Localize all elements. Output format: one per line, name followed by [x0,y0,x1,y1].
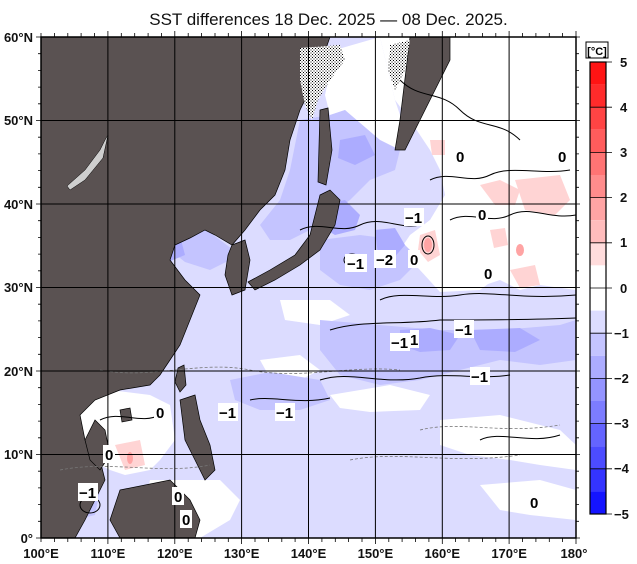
svg-text:5: 5 [620,55,627,70]
contour-label: −1 [78,483,98,502]
dashed-contours [59,366,561,471]
svg-text:−1: −1 [79,485,96,502]
svg-text:−1: −1 [455,322,472,339]
contour-labels: 0 0 −1 0 −1 −2 0 0 −1 −1 1 −1 0 −1 −1 0 … [78,148,566,529]
svg-text:120°E: 120°E [157,546,193,561]
sea-ice [300,40,410,120]
svg-text:0: 0 [156,405,164,422]
svg-text:1: 1 [410,332,418,349]
svg-text:20°N: 20°N [4,364,33,379]
svg-text:170°E: 170°E [491,546,527,561]
minor-ticks [36,31,580,544]
contours [79,79,576,514]
svg-text:0: 0 [182,512,190,529]
svg-text:30°N: 30°N [4,280,33,295]
svg-text:180°: 180° [561,546,588,561]
svg-text:−5: −5 [614,507,629,522]
colorbar-ticks: 5 4 3 2 1 0 −1 −2 −3 −4 −5 [614,55,630,522]
svg-text:−1: −1 [276,405,293,422]
svg-text:150°E: 150°E [358,546,394,561]
colorbar-bins [590,62,606,514]
svg-text:50°N: 50°N [4,113,33,128]
svg-text:0: 0 [530,495,538,512]
svg-text:160°E: 160°E [425,546,461,561]
svg-text:0: 0 [620,281,627,296]
contour-label: −1 [404,208,424,227]
svg-text:−2: −2 [376,252,393,269]
svg-text:[°C]: [°C] [587,46,607,58]
svg-text:−1: −1 [471,369,488,386]
svg-text:−2: −2 [614,371,629,386]
contour-label: −2 [374,250,396,269]
svg-text:40°N: 40°N [4,197,33,212]
svg-text:0: 0 [174,489,182,506]
contour-label: −1 [345,254,367,273]
svg-text:100°E: 100°E [23,546,59,561]
svg-text:−1: −1 [405,210,422,227]
contour-label: 0 [103,445,115,464]
contour-label: −1 [275,403,295,422]
svg-text:−1: −1 [347,256,364,273]
contour-label: −1 [470,367,490,386]
map-field [41,37,576,538]
positive-regions [115,140,570,470]
chart-title: SST differences 18 Dec. 2025 — 08 Dec. 2… [149,10,508,29]
svg-text:0°: 0° [21,531,33,546]
svg-text:0: 0 [105,447,113,464]
svg-text:0: 0 [410,252,418,269]
svg-text:0: 0 [558,149,566,166]
svg-text:0: 0 [478,207,486,224]
contour-label: 1 [410,330,419,349]
svg-text:−1: −1 [391,335,408,352]
contour-label: 0 [556,148,566,166]
colorbar: [°C] [585,41,630,522]
svg-text:130°E: 130°E [224,546,260,561]
svg-text:4: 4 [620,100,628,115]
svg-text:10°N: 10°N [4,447,33,462]
contour-label: 0 [172,487,184,506]
svg-text:140°E: 140°E [291,546,327,561]
contour-label: −1 [390,333,410,352]
svg-text:−1: −1 [219,405,236,422]
svg-text:0: 0 [484,266,492,283]
contour-label: 0 [454,148,464,166]
x-axis-labels: 100°E 110°E 120°E 130°E 140°E 150°E 160°… [23,546,587,561]
contour-label: 0 [528,493,540,512]
contour-label: 0 [154,403,166,422]
svg-text:−1: −1 [614,326,629,341]
contour-label: −1 [218,403,238,422]
contour-label: 0 [476,205,488,224]
svg-text:2: 2 [620,190,627,205]
y-axis-labels: 60°N 50°N 40°N 30°N 20°N 10°N 0° [4,30,33,546]
svg-text:−3: −3 [614,416,629,431]
svg-text:60°N: 60°N [4,30,33,45]
contour-label: 0 [408,250,420,269]
svg-text:−4: −4 [614,461,630,476]
svg-text:3: 3 [620,145,627,160]
svg-text:1: 1 [620,235,627,250]
contour-label: 0 [180,510,192,529]
svg-text:110°E: 110°E [90,546,125,561]
svg-text:0: 0 [456,149,464,166]
contour-label: 0 [482,264,494,283]
contour-label: −1 [454,320,474,339]
